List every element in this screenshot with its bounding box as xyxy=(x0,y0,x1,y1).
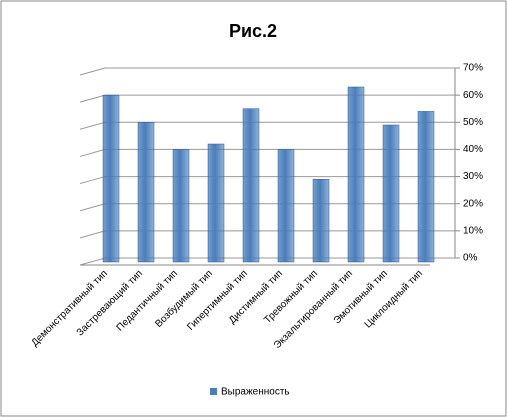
y-tick-label: 30% xyxy=(463,171,483,182)
y-tick-label: 60% xyxy=(463,90,483,101)
y-tick-label: 70% xyxy=(463,63,483,74)
bar xyxy=(242,108,260,263)
bar xyxy=(172,149,190,263)
legend-label: Выраженность xyxy=(221,387,290,398)
y-tick-label: 10% xyxy=(463,225,483,236)
bar xyxy=(382,124,400,263)
legend-swatch xyxy=(210,388,217,395)
y-tick-label: 20% xyxy=(463,198,483,209)
chart-title: Рис.2 xyxy=(229,21,277,41)
bar xyxy=(347,86,365,263)
y-tick-label: 0% xyxy=(463,253,478,264)
bar xyxy=(137,122,155,263)
bar xyxy=(207,143,225,263)
y-tick-label: 40% xyxy=(463,144,483,155)
bar xyxy=(102,94,120,263)
bar xyxy=(277,149,295,263)
grid-line xyxy=(79,67,455,76)
bar xyxy=(417,111,435,263)
y-tick-label: 50% xyxy=(463,117,483,128)
bar xyxy=(312,179,330,263)
